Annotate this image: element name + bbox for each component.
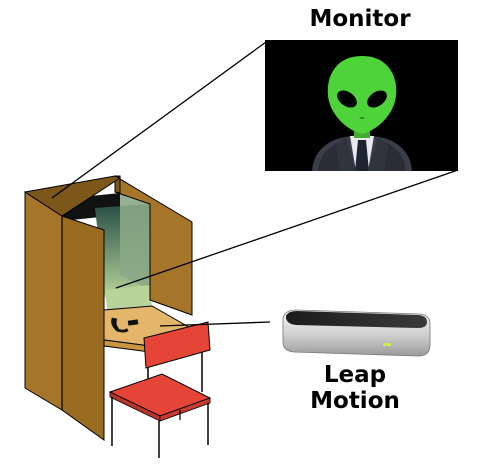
booth-left-panel	[24, 191, 63, 411]
telephone-icon	[111, 317, 129, 333]
monitor-callout-line	[115, 169, 459, 289]
alien-head-icon	[327, 56, 397, 134]
booth-left-top	[23, 175, 122, 217]
chair	[108, 321, 212, 458]
monitor-callout-line	[51, 41, 267, 199]
booth-inner-side	[120, 193, 150, 290]
leap-status-led	[383, 343, 391, 346]
leap-label-line1: Leap	[323, 362, 387, 388]
leap-motion-device	[282, 309, 431, 357]
tie	[355, 140, 369, 171]
booth-front-panel	[61, 215, 105, 441]
monitor-label: Monitor	[309, 6, 411, 32]
chair-back	[143, 321, 211, 369]
desk-sensor	[127, 319, 139, 326]
leap-motion-label: Leap Motion	[290, 362, 420, 415]
booth	[23, 175, 212, 458]
monitor-screen	[265, 40, 458, 171]
chair-seat	[108, 373, 212, 417]
leap-callout-line	[159, 321, 271, 327]
leap-label-line2: Motion	[310, 388, 400, 415]
